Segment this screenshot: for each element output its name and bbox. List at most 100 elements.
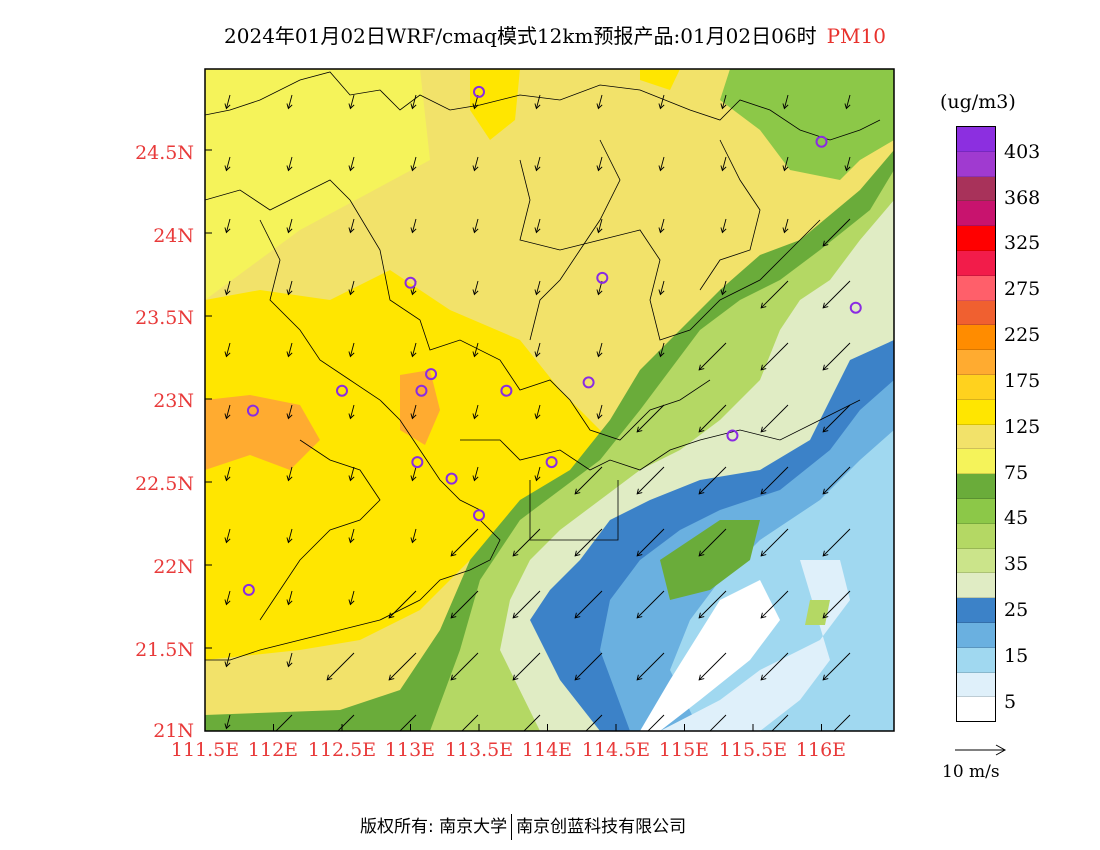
wind-arrow: [574, 528, 603, 557]
hotspot-yellow-ne: [640, 69, 680, 90]
wind-arrow: [596, 404, 603, 420]
monitoring-station-marker: [582, 376, 595, 389]
county-border-6: [699, 139, 761, 291]
pearl-river-estuary-box: [529, 480, 619, 541]
wind-arrow: [348, 466, 355, 482]
y-tick-label: 21.5N: [135, 639, 194, 661]
legend-color-cell: [957, 647, 995, 673]
wind-arrow: [596, 342, 603, 358]
wind-arrow: [410, 94, 417, 110]
wind-arrow: [286, 404, 293, 420]
county-border-4: [259, 439, 381, 621]
county-border-2: [259, 219, 481, 511]
legend-color-cell: [957, 176, 995, 202]
monitoring-station-marker: [336, 384, 348, 397]
legend-color-cell: [957, 523, 995, 549]
county-border-3: [519, 159, 821, 341]
wind-arrow: [512, 652, 541, 681]
wind-arrow: [534, 156, 541, 172]
wind-arrow: [461, 714, 479, 731]
legend-label: 5: [1004, 691, 1017, 713]
legend-label: 403: [1004, 141, 1041, 163]
wind-arrow: [636, 528, 665, 557]
wind-arrow: [388, 590, 417, 619]
legend-label: 35: [1004, 553, 1029, 575]
wind-arrow: [574, 652, 603, 681]
wind-arrow: [698, 466, 727, 495]
wind-arrow: [224, 342, 231, 358]
hotspot-yellow-north: [470, 69, 520, 140]
copyright-footer: 版权所有: 南京大学 南京创蓝科技有限公司: [360, 812, 686, 840]
wind-arrow: [844, 156, 851, 172]
wind-arrow: [822, 342, 851, 371]
wind-arrow: [698, 342, 727, 371]
x-tick-label: 113.5E: [444, 739, 514, 761]
wind-arrow: [224, 528, 231, 544]
wind-arrow: [224, 218, 231, 234]
wind-arrow: [224, 280, 231, 296]
wind-arrow: [348, 156, 355, 172]
legend-color-cell: [957, 498, 995, 524]
boundaries: [205, 71, 881, 661]
wind-arrow: [472, 404, 479, 420]
wind-arrow: [822, 528, 851, 557]
monitoring-station-marker: [849, 301, 862, 314]
wind-arrow: [658, 156, 665, 172]
x-tick-label: 116E: [795, 739, 847, 761]
legend-label: 175: [1004, 370, 1041, 392]
wind-arrow: [534, 404, 541, 420]
legend-label: 325: [1004, 232, 1041, 254]
x-tick-label: 114E: [521, 739, 573, 761]
wind-arrow: [822, 466, 851, 495]
monitoring-station-marker: [415, 384, 428, 397]
islet-green: [805, 600, 830, 625]
wind-reference-label: 10 m/s: [942, 762, 1000, 782]
wind-arrow: [410, 218, 417, 234]
wind-arrow: [286, 94, 293, 110]
concentration-field: [205, 69, 894, 731]
legend-color-cell: [957, 622, 995, 648]
wind-arrow: [472, 156, 479, 172]
hotspot-orange-center: [400, 370, 440, 445]
wind-arrow: [709, 714, 727, 731]
wind-arrow: [720, 218, 727, 234]
wind-arrow: [224, 94, 231, 110]
y-tick-label: 24N: [153, 225, 194, 247]
wind-arrow: [472, 342, 479, 358]
wind-arrow: [224, 652, 231, 668]
legend-unit: (ug/m3): [940, 91, 1016, 113]
plot-frame: [204, 68, 895, 732]
wind-arrow: [822, 218, 851, 247]
wind-arrow: [596, 156, 603, 172]
y-tick-label: 23N: [153, 390, 194, 412]
wind-arrow: [760, 590, 789, 619]
wind-arrow: [534, 218, 541, 234]
wind-arrow: [658, 280, 665, 296]
island-green-sea: [660, 520, 760, 600]
wind-arrow: [760, 342, 789, 371]
county-border-5: [529, 139, 621, 341]
wind-arrow: [574, 466, 603, 495]
monitoring-station-marker: [445, 472, 458, 485]
wind-arrow: [782, 94, 789, 110]
wind-arrow: [534, 94, 541, 110]
legend-label: 45: [1004, 507, 1029, 529]
x-tick-label: 113E: [384, 739, 436, 761]
wind-arrow: [698, 652, 727, 681]
wind-arrow: [399, 714, 417, 731]
wind-arrow: [472, 218, 479, 234]
legend-color-cell: [957, 697, 995, 722]
legend-label: 125: [1004, 416, 1041, 438]
monitoring-station-marker: [242, 583, 255, 596]
wind-arrow: [636, 404, 665, 433]
wind-arrow: [286, 280, 293, 296]
wind-vectors: [224, 94, 851, 731]
footer-divider: [511, 814, 513, 840]
monitoring-station-marker: [411, 456, 424, 469]
wind-arrow: [822, 280, 851, 309]
monitoring-station-marker: [246, 404, 259, 417]
wind-arrow: [760, 466, 789, 495]
monitoring-station-marker: [500, 384, 513, 397]
legend-color-cell: [957, 573, 995, 599]
